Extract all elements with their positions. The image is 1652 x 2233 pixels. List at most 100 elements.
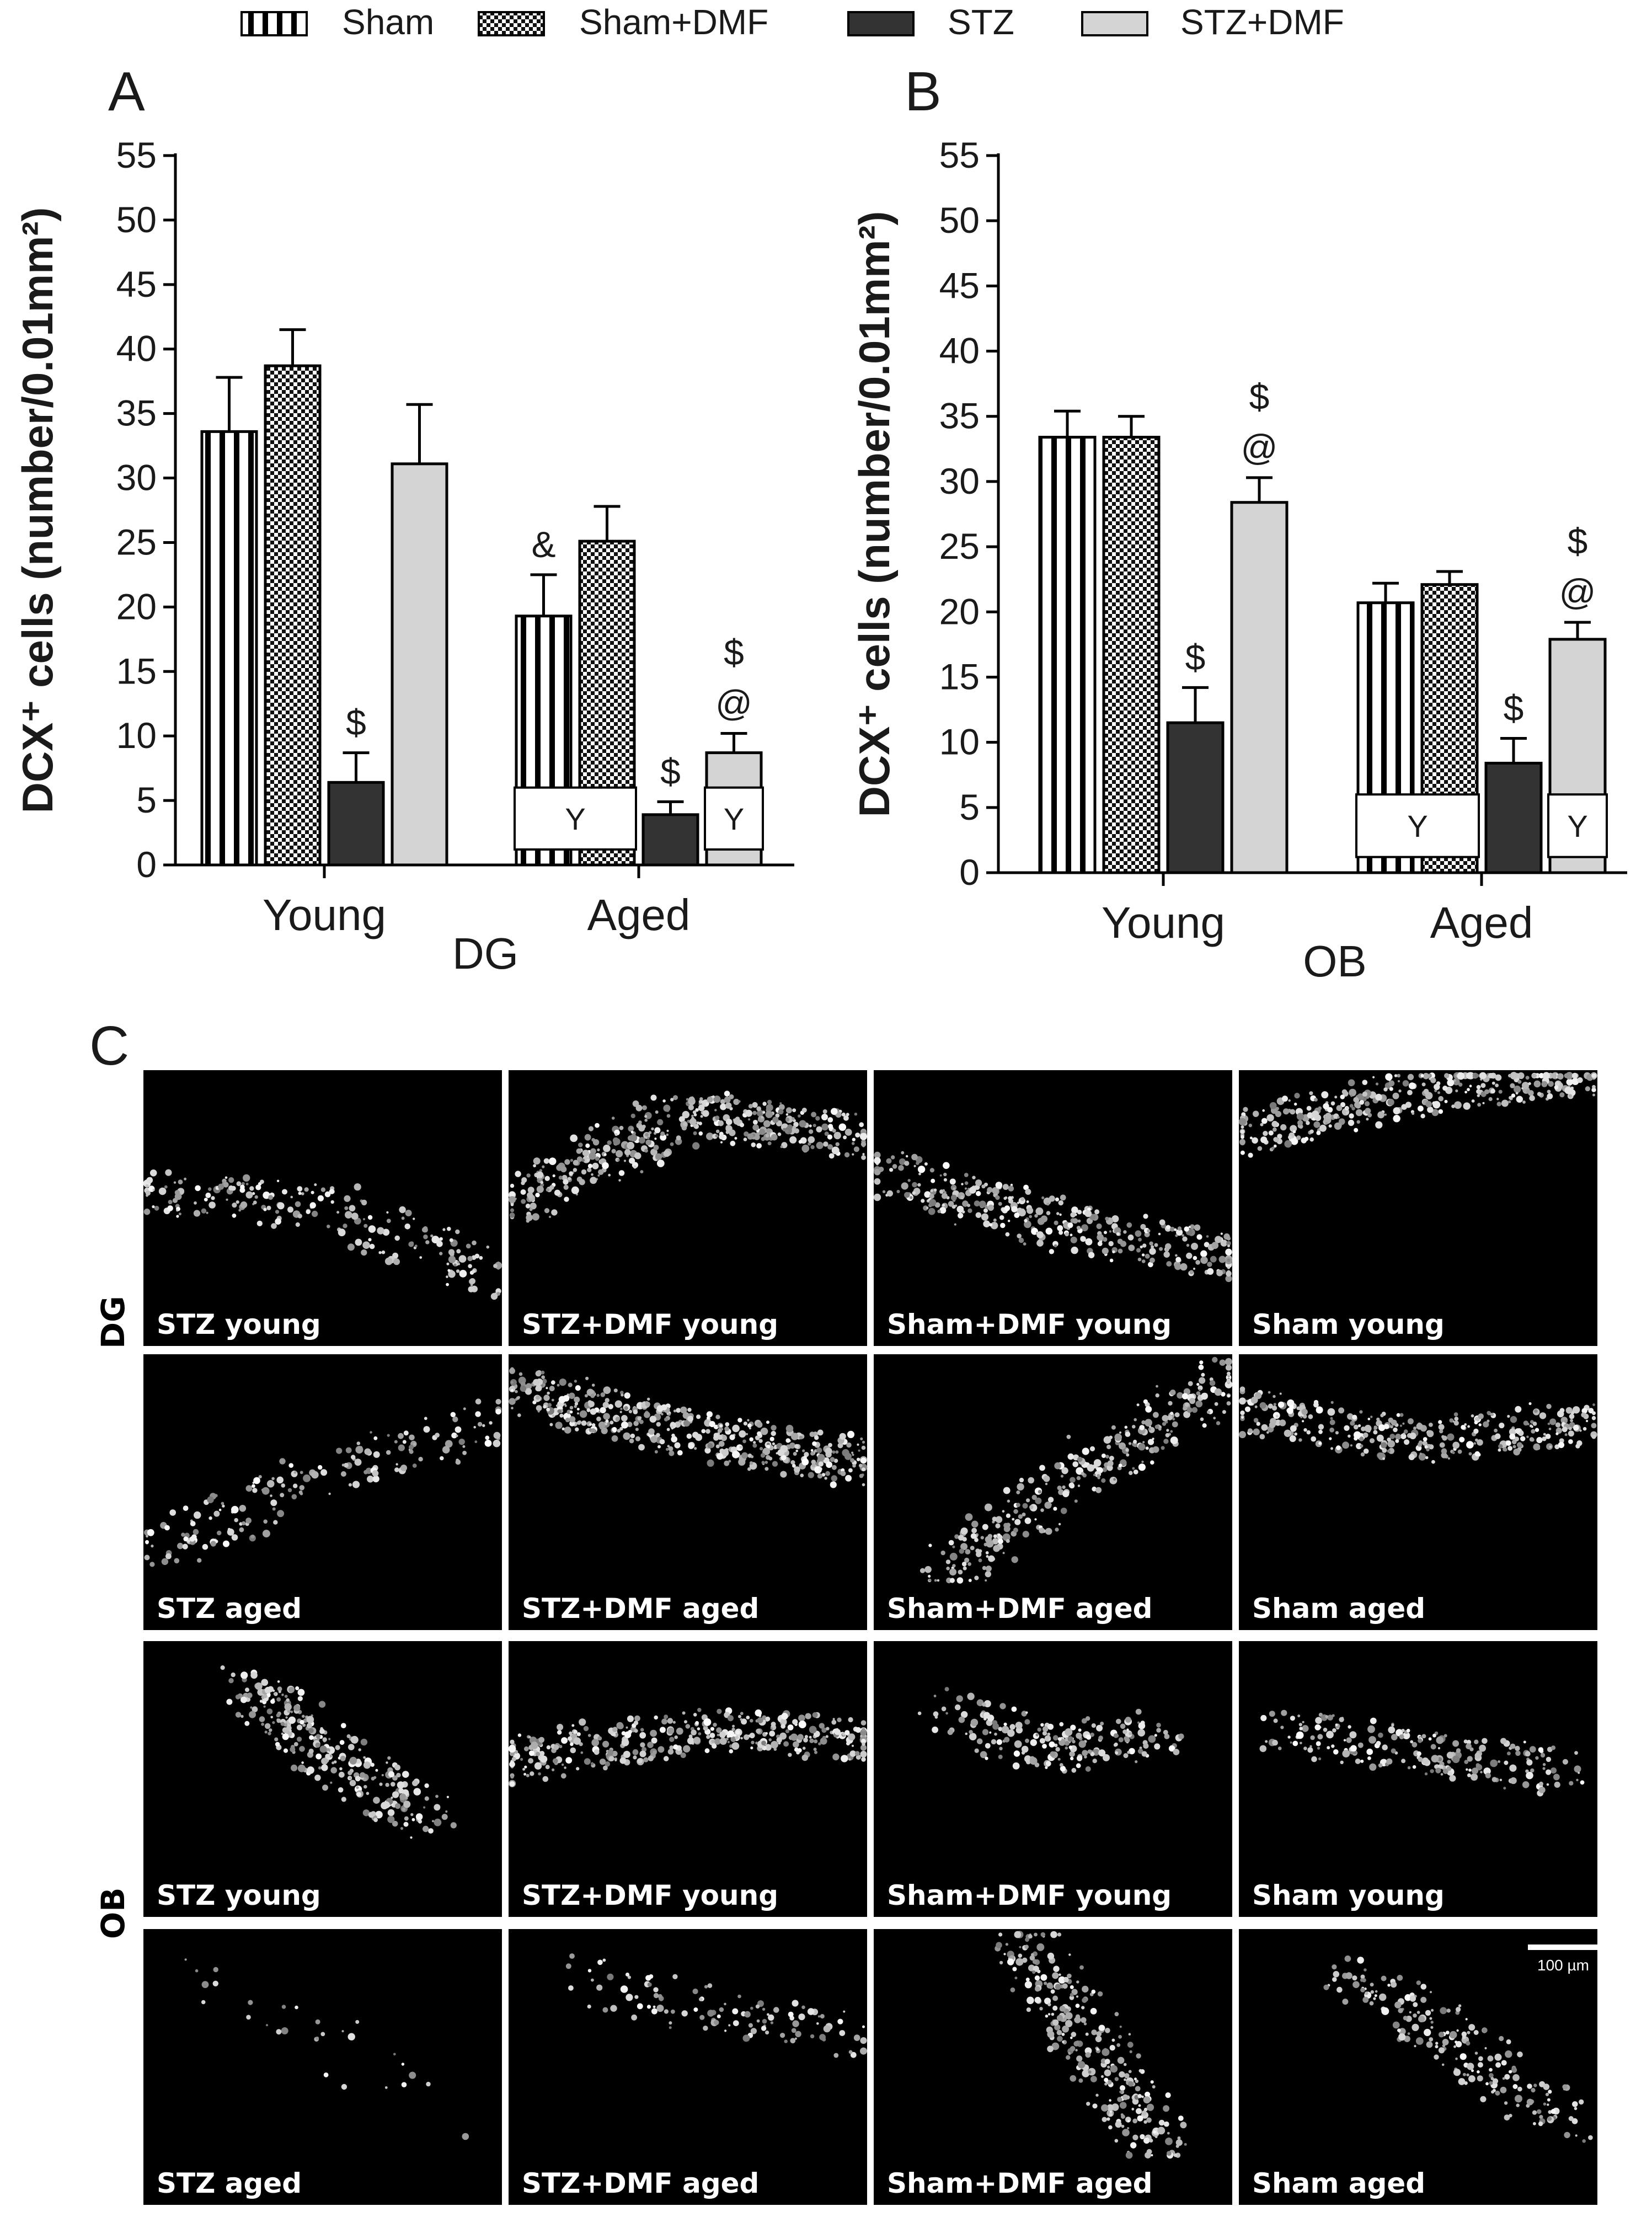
micrograph-tile: Sham+DMF aged	[874, 1354, 1233, 1630]
micrograph-cell	[1015, 1722, 1023, 1729]
micrograph-cell	[1339, 1717, 1344, 1722]
micrograph-cell	[980, 1751, 987, 1759]
micrograph-cell	[428, 1828, 434, 1834]
chart-b-y-tick-label: 20	[939, 591, 980, 632]
micrograph-cell	[361, 1249, 367, 1256]
micrograph-cell	[1212, 1356, 1218, 1363]
micrograph-cell	[575, 1385, 581, 1391]
micrograph-cell	[300, 1492, 303, 1495]
micrograph-cell	[663, 1150, 670, 1157]
micrograph-cell	[435, 1433, 440, 1438]
micrograph-cell	[587, 1734, 591, 1737]
micrograph-cell	[901, 1151, 905, 1155]
micrograph-cell	[1282, 1096, 1288, 1102]
micrograph-cell	[1504, 2074, 1510, 2080]
micrograph-cell	[1480, 1771, 1483, 1773]
micrograph-cell	[1127, 2127, 1130, 2130]
micrograph-cell	[719, 2007, 724, 2012]
micrograph-cell	[762, 1111, 766, 1114]
micrograph-cell	[1392, 2021, 1400, 2029]
micrograph-cell	[356, 1759, 361, 1764]
micrograph-cell	[1279, 1419, 1286, 1427]
micrograph-cell	[1517, 2086, 1522, 2092]
micrograph-cell	[1447, 1079, 1455, 1087]
micrograph-cell	[288, 1463, 293, 1468]
micrograph-cell	[810, 1451, 815, 1456]
micrograph-background	[143, 1354, 502, 1630]
micrograph-cell	[295, 1201, 301, 1208]
micrograph-cell	[1373, 1997, 1376, 2000]
micrograph-cell	[303, 1474, 311, 1482]
micrograph-cell	[1592, 1085, 1596, 1089]
micrograph-cell	[1024, 1755, 1031, 1762]
micrograph-cell	[1367, 1418, 1371, 1420]
micrograph-cell	[1367, 1725, 1375, 1733]
micrograph-cell	[1183, 1406, 1188, 1411]
micrograph-cell	[291, 1494, 297, 1500]
micrograph-cell	[1061, 2033, 1065, 2036]
micrograph-cell	[985, 1579, 987, 1582]
micrograph-cell	[785, 1107, 792, 1114]
micrograph-cell	[654, 1127, 661, 1134]
micrograph-cell	[1024, 1518, 1031, 1524]
micrograph-cell	[1202, 1423, 1207, 1428]
micrograph-cell	[755, 1741, 758, 1745]
micrograph-cell	[318, 1701, 326, 1708]
micrograph-cell	[981, 1213, 989, 1221]
micrograph-cell	[149, 1169, 157, 1177]
micrograph-cell	[1306, 1105, 1312, 1111]
micrograph-cell	[1273, 1718, 1278, 1723]
micrograph-cell	[928, 1574, 931, 1578]
micrograph-cell	[1017, 1201, 1019, 1204]
micrograph-cell	[1091, 2029, 1097, 2036]
micrograph-cell	[336, 1447, 343, 1454]
micrograph-cell	[1128, 1442, 1132, 1445]
micrograph-cell	[301, 1761, 304, 1764]
micrograph-cell	[1193, 1256, 1197, 1260]
micrograph-cell	[1575, 2134, 1578, 2137]
micrograph-cell	[236, 1181, 242, 1187]
micrograph-cell	[668, 1413, 671, 1416]
micrograph-cell	[1393, 1115, 1400, 1123]
micrograph-cell	[800, 1473, 804, 1477]
micrograph-cell	[549, 1386, 555, 1392]
micrograph-cell	[999, 1215, 1004, 1220]
micrograph-cell	[1437, 1091, 1440, 1094]
micrograph-cell	[1002, 1184, 1009, 1190]
micrograph-cell	[710, 1727, 714, 1731]
micrograph-cell	[1431, 1460, 1435, 1464]
micrograph-cell	[544, 1208, 550, 1214]
micrograph-cell	[792, 1117, 795, 1120]
micrograph-cell	[1165, 2092, 1171, 2098]
micrograph-cell	[399, 1206, 406, 1214]
micrograph-cell	[1141, 1259, 1146, 1263]
micrograph-cell	[668, 1446, 673, 1451]
micrograph-cell	[1418, 1738, 1423, 1743]
micrograph-cell	[339, 1767, 343, 1771]
micrograph-cell	[624, 1406, 628, 1411]
micrograph-cell	[811, 1460, 816, 1465]
micrograph-cell	[1314, 1098, 1318, 1102]
micrograph-cell	[1104, 1231, 1107, 1235]
micrograph-cell	[1284, 1140, 1292, 1148]
micrograph-cell	[971, 1527, 977, 1534]
micrograph-cell	[1328, 1124, 1332, 1128]
micrograph-cell	[1438, 1424, 1445, 1430]
micrograph-cell	[1397, 1073, 1400, 1078]
micrograph-cell	[1122, 1729, 1127, 1734]
micrograph-cell	[439, 1237, 443, 1241]
micrograph-cell	[772, 1442, 775, 1445]
micrograph-cell	[832, 1753, 840, 1761]
micrograph-cell	[855, 1727, 862, 1733]
micrograph-cell	[536, 1405, 542, 1412]
micrograph-cell	[874, 1157, 881, 1164]
micrograph-cell	[287, 1206, 293, 1213]
micrograph-cell	[242, 1521, 246, 1526]
micrograph-cell	[1547, 2117, 1552, 2121]
micrograph-cell	[1360, 1444, 1364, 1448]
micrograph-cell	[1290, 1125, 1297, 1132]
micrograph-cell	[1045, 1766, 1048, 1769]
micrograph-cell	[717, 2014, 721, 2018]
micrograph-cell	[1127, 1234, 1134, 1241]
micrograph-cell	[862, 2025, 865, 2028]
